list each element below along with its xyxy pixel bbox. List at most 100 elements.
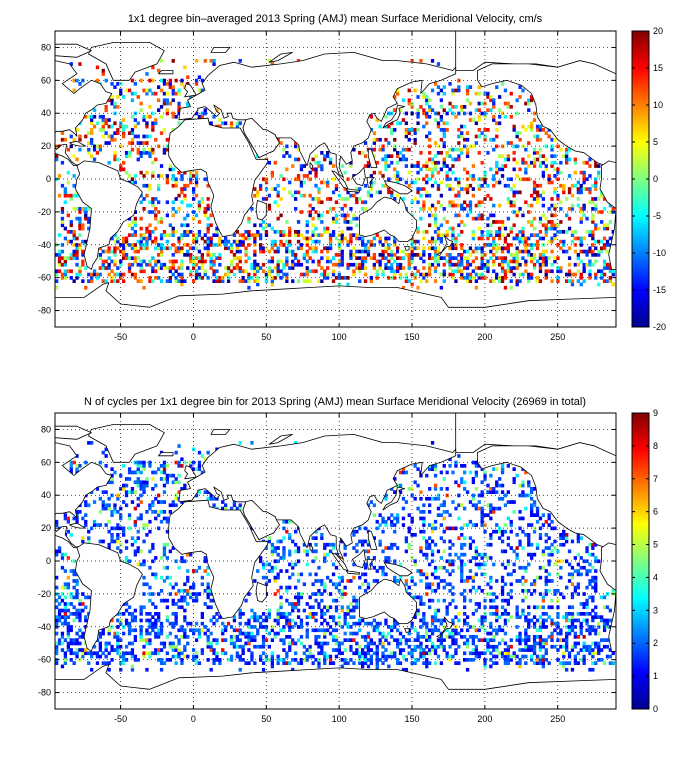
data-bin (328, 197, 333, 201)
data-bin (471, 556, 475, 560)
data-bin (174, 259, 178, 264)
data-bin (454, 269, 458, 274)
data-bin (500, 279, 505, 283)
data-bin (495, 579, 499, 583)
data-bin (194, 183, 199, 188)
data-bin (363, 266, 368, 270)
data-bin (124, 236, 129, 241)
data-bin (238, 638, 242, 642)
data-bin (98, 654, 102, 659)
data-bin (355, 256, 359, 260)
data-bin (247, 638, 251, 642)
data-bin (250, 635, 254, 639)
data-bin (299, 595, 304, 600)
data-bin (433, 651, 438, 656)
data-bin (259, 625, 263, 629)
data-bin (124, 170, 129, 175)
data-bin (57, 602, 62, 606)
data-bin (433, 259, 438, 264)
data-bin (358, 618, 362, 623)
data-bin (416, 200, 420, 205)
data-bin (326, 151, 330, 155)
data-bin (433, 249, 438, 254)
data-bin (197, 450, 202, 455)
data-bin (451, 569, 455, 573)
data-bin (130, 654, 135, 659)
data-bin (78, 510, 82, 514)
data-bin (425, 635, 429, 639)
data-bin (451, 256, 455, 260)
data-bin (197, 200, 202, 205)
data-bin (142, 575, 146, 580)
data-bin (139, 246, 143, 251)
data-bin (480, 562, 484, 567)
data-bin (291, 253, 295, 257)
data-bin (477, 200, 481, 205)
data-bin (110, 124, 114, 129)
data-bin (465, 154, 470, 158)
data-bin (110, 539, 114, 544)
data-bin (416, 164, 420, 168)
data-bin (495, 249, 499, 254)
data-bin (305, 266, 309, 270)
data-bin (104, 523, 108, 527)
data-bin (486, 183, 490, 188)
data-bin (282, 628, 286, 633)
data-bin (465, 272, 470, 277)
data-bin (509, 114, 513, 119)
data-bin (419, 516, 423, 521)
data-bin (151, 151, 155, 155)
data-bin (317, 259, 321, 264)
data-bin (154, 575, 158, 580)
data-bin (291, 259, 295, 264)
data-bin (136, 147, 140, 152)
data-bin (398, 157, 403, 162)
data-bin (267, 249, 271, 254)
data-bin (259, 187, 263, 191)
data-bin (145, 480, 149, 485)
data-bin (113, 111, 117, 116)
data-bin (180, 589, 184, 593)
data-bin (600, 249, 604, 254)
data-bin (145, 628, 149, 633)
data-bin (273, 575, 277, 580)
data-bin (532, 157, 537, 162)
data-bin (206, 582, 210, 587)
data-bin (317, 164, 321, 168)
data-bin (267, 608, 271, 613)
data-bin (299, 592, 304, 596)
data-bin (168, 276, 172, 280)
data-bin (296, 595, 301, 600)
data-bin (436, 262, 441, 267)
data-bin (148, 592, 152, 596)
data-bin (398, 490, 403, 494)
data-bin (63, 612, 67, 616)
data-bin (527, 101, 531, 106)
land-greenland (88, 42, 165, 81)
data-bin (361, 661, 365, 665)
data-bin (346, 661, 350, 665)
data-bin (422, 519, 426, 524)
data-bin (133, 246, 137, 251)
data-bin (477, 134, 481, 139)
data-bin (130, 98, 135, 103)
data-bin (582, 170, 586, 175)
data-bin (60, 220, 65, 224)
data-bin (81, 592, 85, 596)
data-bin (320, 608, 324, 613)
data-bin (538, 137, 543, 142)
data-bin (518, 236, 522, 241)
data-bin (180, 223, 184, 228)
data-bin (413, 253, 417, 257)
data-bin (567, 272, 572, 277)
data-bin (171, 648, 175, 652)
data-bin (55, 644, 59, 649)
data-bin (296, 230, 301, 234)
data-bin (352, 253, 356, 257)
data-bin (194, 213, 199, 218)
data-bin (320, 279, 324, 283)
data-bin (244, 621, 248, 626)
data-bin (69, 595, 73, 600)
data-bin (398, 108, 403, 112)
data-bin (436, 170, 441, 175)
